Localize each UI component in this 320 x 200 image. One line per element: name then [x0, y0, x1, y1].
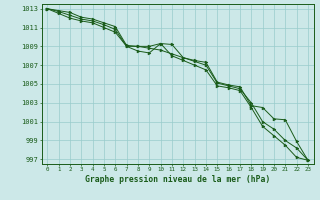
X-axis label: Graphe pression niveau de la mer (hPa): Graphe pression niveau de la mer (hPa) [85, 175, 270, 184]
